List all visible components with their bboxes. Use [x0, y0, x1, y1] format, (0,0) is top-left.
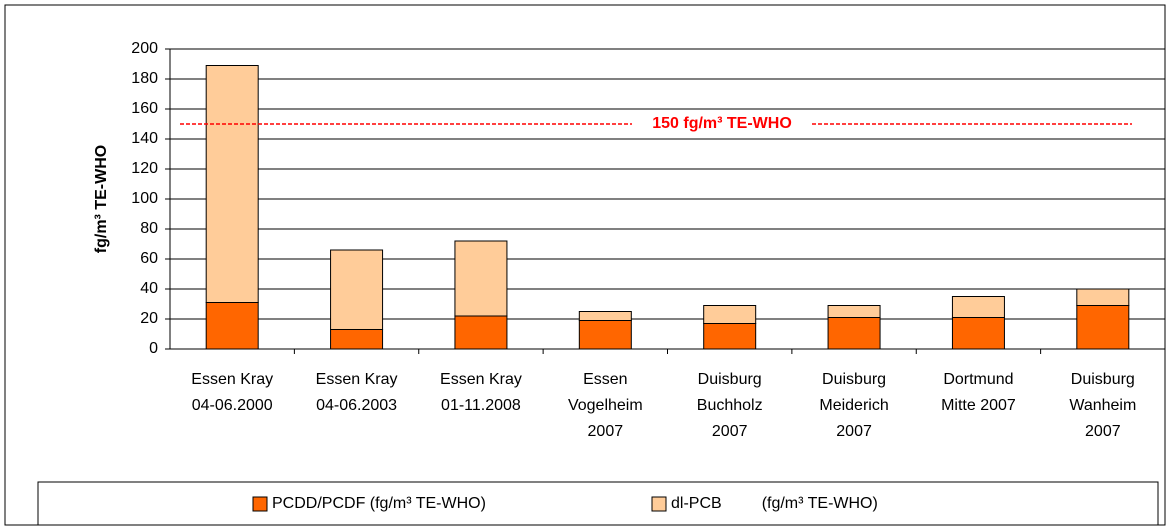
legend-swatch: [651, 496, 667, 512]
x-tick-label: Vogelheim: [568, 397, 643, 414]
reference-label: 150 fg/m³ TE-WHO: [652, 115, 792, 132]
x-tick-label: Wanheim: [1069, 397, 1136, 414]
x-tick-label: 04-06.2000: [192, 397, 273, 414]
y-tick-label: 120: [131, 160, 158, 177]
bar-segment: [330, 329, 384, 350]
y-tick-label: 80: [140, 220, 158, 237]
y-tick-label: 100: [131, 190, 158, 207]
bar-segment: [578, 320, 632, 350]
x-tick-label: Duisburg: [1071, 371, 1135, 388]
y-tick-label: 20: [140, 310, 158, 327]
x-tick-label: Dortmund: [943, 371, 1013, 388]
y-tick-label: 140: [131, 130, 158, 147]
x-tick-label: 2007: [1085, 423, 1121, 440]
x-tick-label: Essen: [583, 371, 627, 388]
bar-segment: [454, 240, 508, 317]
legend-label: PCDD/PCDF (fg/m³ TE-WHO): [272, 495, 486, 512]
x-tick-label: Buchholz: [697, 397, 763, 414]
y-tick-label: 160: [131, 100, 158, 117]
bar-segment: [454, 315, 508, 350]
x-tick-label: 2007: [836, 423, 872, 440]
y-tick-label: 60: [140, 250, 158, 267]
x-tick-label: 04-06.2003: [316, 397, 397, 414]
legend-frame: [37, 481, 1159, 526]
x-tick-label: 2007: [712, 423, 748, 440]
x-tick-label: Meiderich: [819, 397, 888, 414]
bar-segment: [951, 296, 1005, 318]
x-tick-label: Essen Kray: [440, 371, 522, 388]
x-tick-label: Duisburg: [698, 371, 762, 388]
bar-segment: [578, 311, 632, 321]
y-tick-label: 180: [131, 70, 158, 87]
y-tick-label: 200: [131, 40, 158, 57]
bar-segment: [205, 65, 259, 303]
legend-label: dl-PCB (fg/m³ TE-WHO): [671, 495, 878, 512]
y-axis-label: fg/m³ TE-WHO: [93, 145, 110, 253]
y-tick-label: 0: [149, 340, 158, 357]
y-tick-label: 40: [140, 280, 158, 297]
x-tick-label: Essen Kray: [191, 371, 273, 388]
x-tick-label: Duisburg: [822, 371, 886, 388]
bar-segment: [703, 323, 757, 350]
bar-segment: [1076, 288, 1130, 306]
chart-frame: [4, 4, 1166, 526]
x-tick-label: Essen Kray: [316, 371, 398, 388]
bar-segment: [205, 302, 259, 350]
bar-segment: [827, 305, 881, 318]
legend-swatch: [252, 496, 268, 512]
bar-segment: [951, 317, 1005, 350]
bar-segment: [330, 249, 384, 330]
x-tick-label: Mitte 2007: [941, 397, 1016, 414]
x-tick-label: 2007: [588, 423, 624, 440]
bar-segment: [827, 317, 881, 350]
x-tick-label: 01-11.2008: [441, 397, 521, 414]
bar-segment: [1076, 305, 1130, 350]
bar-segment: [703, 305, 757, 324]
